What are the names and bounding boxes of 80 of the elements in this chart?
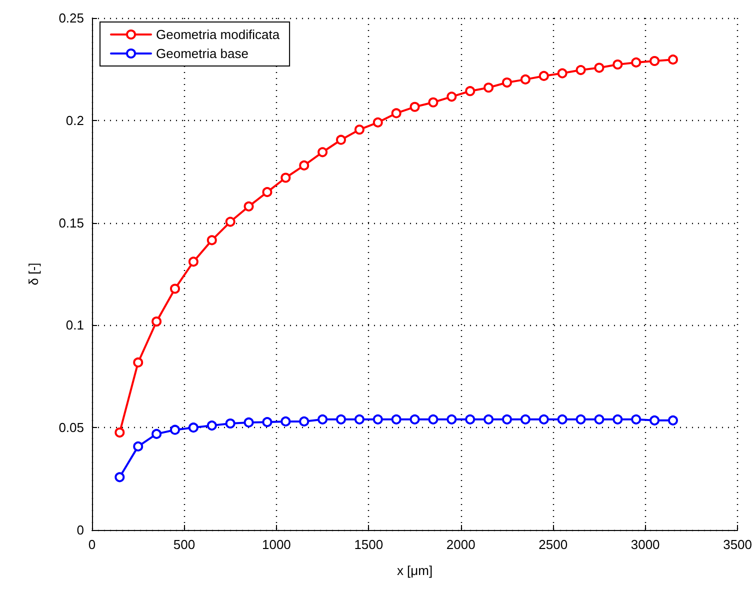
point — [299, 160, 310, 170]
point — [262, 417, 272, 428]
point — [354, 414, 364, 424]
point — [152, 316, 162, 327]
point — [410, 102, 420, 112]
point — [650, 415, 660, 426]
y-tick-label: 0.05 — [58, 420, 84, 436]
point — [280, 172, 291, 183]
point — [410, 414, 420, 424]
point — [391, 414, 402, 424]
point — [133, 441, 144, 452]
point — [428, 414, 438, 424]
point — [668, 54, 678, 65]
x-tick-label: 3500 — [723, 537, 752, 552]
point — [538, 70, 549, 81]
point — [318, 147, 328, 158]
point — [225, 216, 236, 227]
point — [188, 256, 198, 267]
point — [484, 414, 494, 424]
point — [170, 284, 180, 294]
point — [114, 472, 125, 482]
point — [133, 357, 144, 368]
point — [206, 235, 217, 246]
point — [336, 134, 346, 145]
x-tick-label: 2000 — [446, 537, 476, 552]
point — [188, 422, 198, 433]
x-tick-label: 0 — [88, 537, 96, 552]
point — [538, 414, 549, 424]
point — [557, 414, 568, 424]
point — [318, 414, 328, 424]
x-axis-title: x [μm] — [396, 563, 433, 578]
point — [244, 201, 254, 212]
x-tick-label: 500 — [173, 537, 196, 552]
point — [650, 56, 660, 66]
point — [612, 414, 623, 424]
y-tick-label: 0.2 — [66, 112, 84, 128]
point — [299, 416, 310, 426]
legend-label: Geometria modificata — [156, 27, 280, 42]
point — [372, 414, 383, 424]
point — [520, 74, 530, 84]
point — [391, 108, 402, 118]
point — [114, 428, 125, 438]
y-axis-title: δ [-] — [26, 262, 41, 286]
point — [354, 124, 364, 135]
point — [502, 78, 512, 88]
point — [557, 68, 568, 78]
point — [446, 414, 457, 424]
point — [244, 417, 254, 428]
x-tick-label: 3000 — [630, 537, 660, 552]
point — [502, 414, 512, 424]
point — [225, 418, 236, 428]
point — [446, 92, 457, 102]
y-tick-label: 0.1 — [66, 318, 84, 333]
point — [668, 415, 678, 426]
y-tick-label: 0 — [76, 522, 84, 538]
x-tick-label: 2500 — [538, 537, 568, 552]
point — [520, 414, 530, 424]
y-tick-label: 0.15 — [58, 215, 84, 230]
point — [594, 62, 604, 73]
point — [206, 420, 217, 431]
legend-label: Geometria base — [156, 46, 248, 61]
point — [170, 424, 180, 435]
point — [152, 428, 162, 439]
x-tick-label: 1000 — [262, 537, 291, 552]
point — [594, 414, 604, 424]
point — [336, 414, 346, 424]
point — [576, 414, 586, 424]
point — [631, 414, 642, 424]
point — [428, 97, 438, 108]
point — [631, 57, 642, 68]
point — [576, 65, 586, 76]
x-tick-label: 1500 — [354, 537, 384, 552]
point — [465, 414, 476, 424]
point — [280, 416, 291, 426]
y-tick-label: 0.25 — [58, 10, 84, 26]
point — [612, 59, 623, 70]
point — [484, 82, 494, 93]
point — [372, 117, 383, 128]
point — [465, 86, 476, 96]
point — [262, 187, 272, 198]
